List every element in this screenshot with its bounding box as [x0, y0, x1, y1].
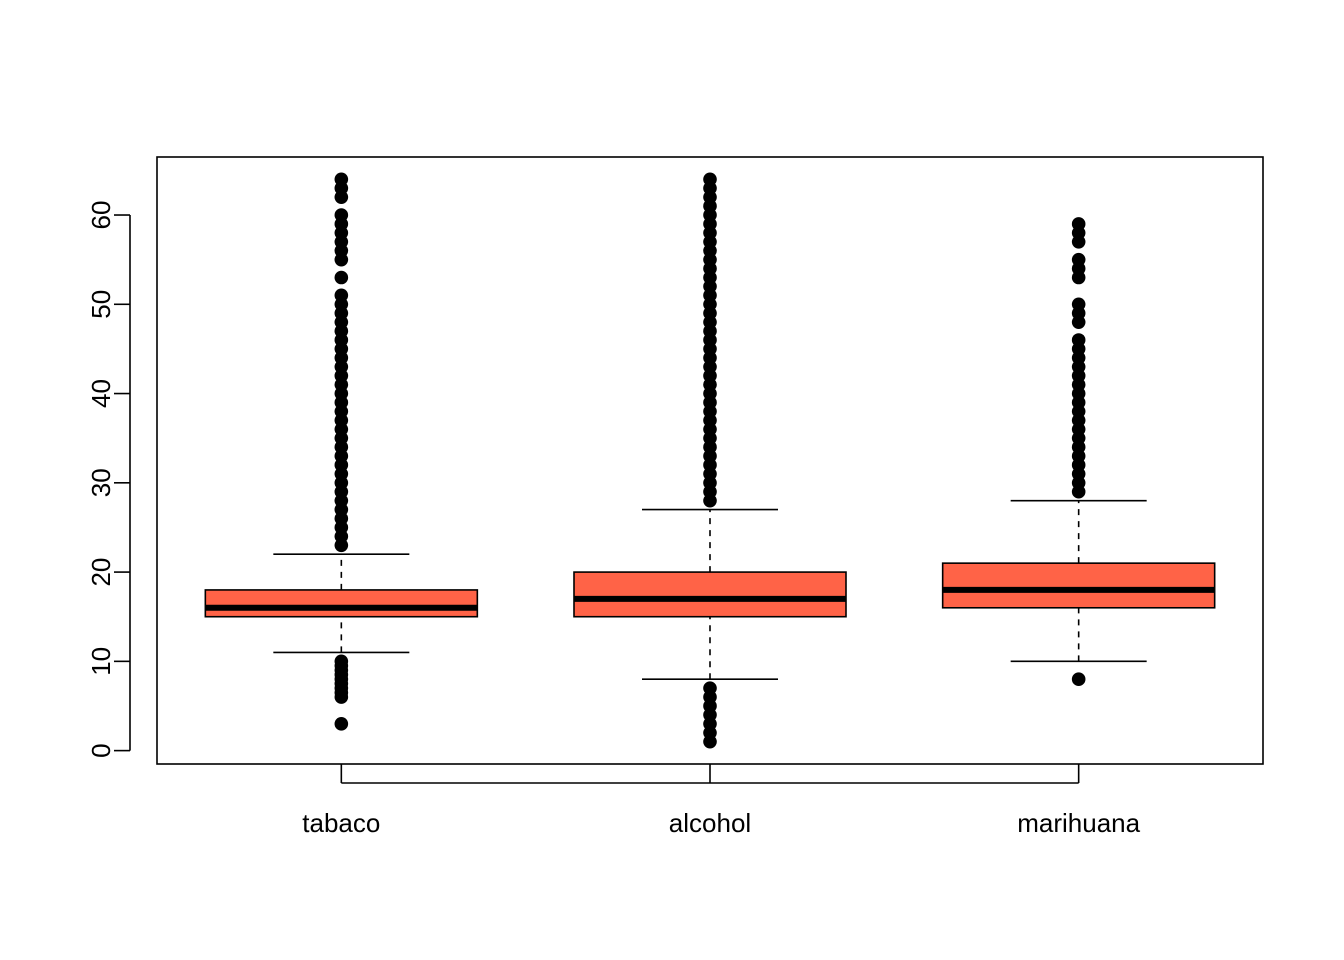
outlier-point [334, 208, 349, 222]
y-axis: 0 10 20 30 40 50 60 [86, 201, 131, 758]
outlier-point [703, 681, 717, 695]
y-tick-label: 0 [86, 743, 116, 757]
outlier-point [334, 172, 349, 187]
x-tick-label: tabaco [302, 808, 380, 838]
y-tick-label: 10 [86, 647, 116, 676]
y-tick-label: 30 [86, 468, 116, 497]
box-marihuana [941, 217, 1216, 686]
y-tick-label: 60 [86, 201, 116, 230]
outlier-point [334, 654, 349, 669]
box-tabaco [204, 172, 479, 731]
iqr-box [941, 562, 1216, 609]
outlier-point [334, 717, 349, 731]
outlier-point [1071, 672, 1086, 686]
box-alcohol [573, 172, 847, 749]
outlier-point [1071, 297, 1086, 312]
y-tick-label: 40 [86, 379, 116, 408]
outlier-point [334, 270, 349, 285]
box-series [204, 172, 1216, 749]
iqr-box [573, 571, 847, 618]
y-tick-label: 50 [86, 290, 116, 319]
x-tick-label: alcohol [669, 808, 751, 838]
outlier-point [703, 172, 717, 187]
iqr-box [204, 589, 479, 618]
outlier-point [1071, 333, 1086, 347]
x-axis: tabaco alcohol marihuana [302, 764, 1141, 838]
x-tick-label: marihuana [1017, 808, 1140, 838]
outlier-point [334, 288, 349, 303]
y-tick-label: 20 [86, 558, 116, 587]
outlier-point [1071, 252, 1086, 267]
outlier-point [1071, 217, 1086, 231]
